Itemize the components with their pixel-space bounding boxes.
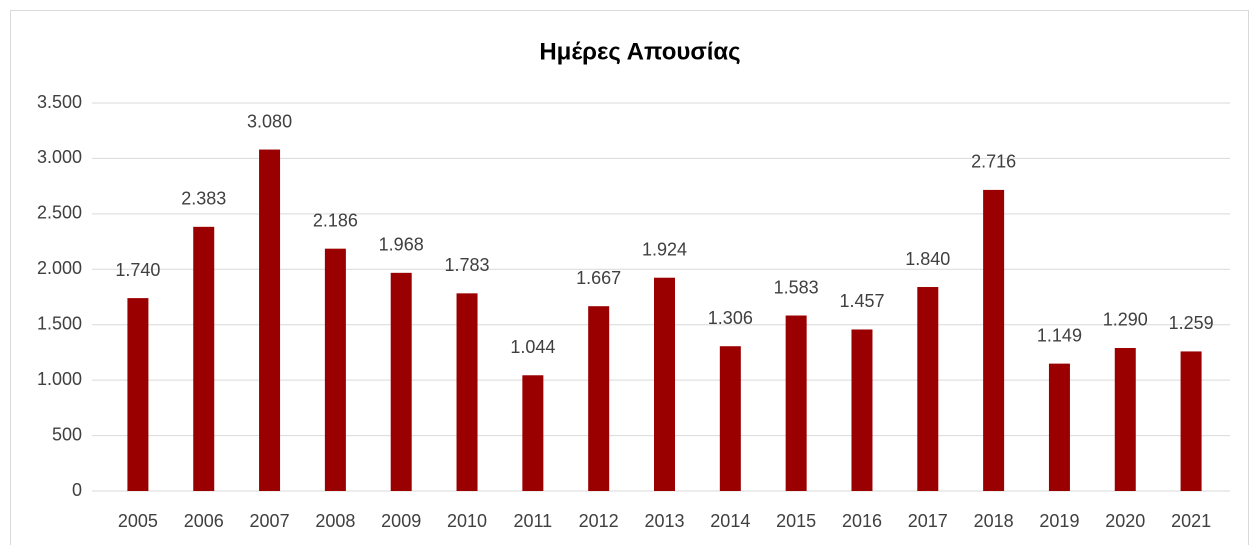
- data-label: 1.968: [379, 235, 424, 255]
- y-tick-label: 1.500: [37, 313, 82, 333]
- bar: [1180, 351, 1202, 491]
- x-tick-label: 2014: [710, 511, 750, 531]
- data-label: 1.740: [115, 260, 160, 280]
- x-tick-label: 2012: [579, 511, 619, 531]
- bar: [193, 226, 215, 491]
- data-label: 2.716: [971, 152, 1016, 172]
- x-tick-label: 2019: [1039, 511, 1079, 531]
- y-tick-label: 2.000: [37, 258, 82, 278]
- data-label: 1.840: [905, 249, 950, 269]
- x-tick-label: 2009: [381, 511, 421, 531]
- y-tick-label: 1.000: [37, 369, 82, 389]
- x-tick-label: 2018: [974, 511, 1014, 531]
- data-label: 3.080: [247, 111, 292, 131]
- x-tick-label: 2011: [513, 511, 552, 531]
- bar: [851, 329, 873, 491]
- x-tick-label: 2015: [776, 511, 816, 531]
- data-label: 1.306: [708, 308, 753, 328]
- data-label: 1.457: [839, 291, 884, 311]
- y-tick-label: 3.000: [37, 147, 82, 167]
- y-tick-label: 0: [72, 480, 82, 500]
- x-tick-label: 2007: [250, 511, 290, 531]
- bar: [259, 149, 281, 491]
- data-label: 1.259: [1169, 313, 1214, 333]
- y-tick-label: 500: [52, 424, 82, 444]
- bar: [1048, 363, 1070, 491]
- bar: [522, 375, 544, 491]
- bar: [719, 346, 741, 491]
- data-label: 1.924: [642, 239, 687, 259]
- bar: [785, 315, 807, 491]
- y-tick-label: 2.500: [37, 203, 82, 223]
- bar: [127, 298, 149, 491]
- data-label: 1.583: [774, 277, 819, 297]
- bar: [1114, 347, 1136, 491]
- bar: [588, 306, 610, 491]
- data-label: 1.667: [576, 268, 621, 288]
- x-tick-label: 2005: [118, 511, 158, 531]
- y-tick-label: 3.500: [37, 92, 82, 112]
- bar: [654, 277, 675, 491]
- data-label: 1.044: [510, 337, 555, 357]
- x-tick-label: 2016: [842, 511, 882, 531]
- data-label: 1.290: [1103, 310, 1148, 330]
- data-label: 2.383: [181, 189, 226, 209]
- x-tick-label: 2021: [1171, 511, 1211, 531]
- x-tick-label: 2020: [1105, 511, 1145, 531]
- bar: [324, 248, 346, 491]
- bar: [983, 189, 1005, 492]
- chart-border: [10, 10, 1249, 545]
- x-tick-label: 2006: [184, 511, 224, 531]
- bar: [917, 287, 939, 491]
- x-tick-label: 2017: [908, 511, 948, 531]
- data-label: 1.783: [445, 255, 490, 275]
- data-label: 1.149: [1037, 325, 1082, 345]
- data-label: 2.186: [313, 210, 358, 230]
- x-tick-label: 2008: [315, 511, 355, 531]
- chart-title: Ημέρες Απουσίας: [539, 38, 740, 65]
- x-tick-label: 2010: [447, 511, 487, 531]
- x-tick-label: 2013: [644, 511, 684, 531]
- bar: [456, 293, 478, 491]
- bar: [390, 272, 412, 491]
